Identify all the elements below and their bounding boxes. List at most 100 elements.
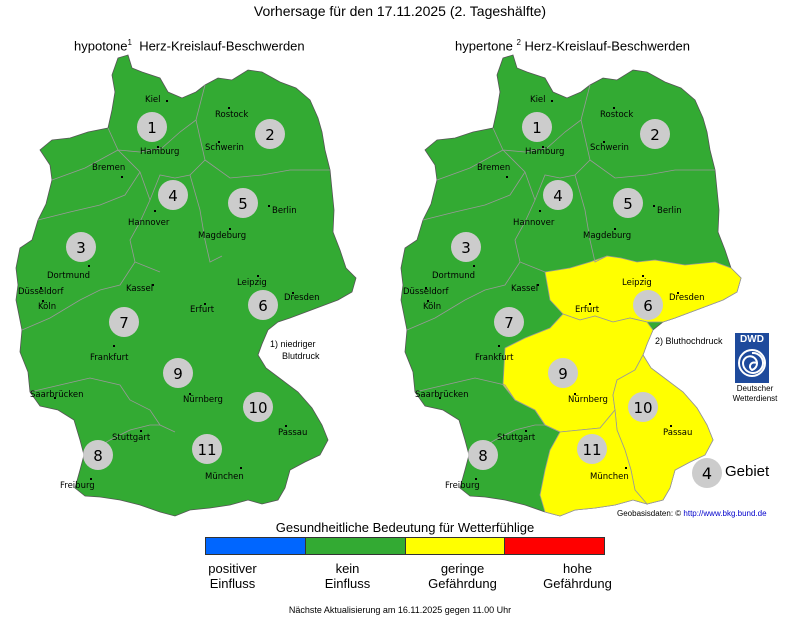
region-circle-5 — [613, 188, 643, 218]
city-dot — [189, 393, 191, 395]
city-dot — [551, 100, 553, 102]
city-label: Köln — [38, 302, 56, 312]
geobasis-credit: Geobasisdaten: © http://www.bkg.bund.de — [617, 509, 767, 518]
geobasis-link[interactable]: http://www.bkg.bund.de — [683, 509, 767, 518]
region-border — [29, 377, 176, 433]
region-circle-10 — [243, 392, 273, 422]
region-border — [204, 159, 330, 179]
region-number-4: 4 — [553, 187, 563, 205]
city-label: Freiburg — [60, 481, 95, 491]
city-label: Stuttgart — [497, 433, 536, 443]
city-label: Dresden — [669, 293, 705, 303]
city-label: München — [590, 472, 629, 482]
region-number-1: 1 — [147, 119, 157, 137]
city-dot — [228, 107, 230, 109]
city-dot — [268, 205, 270, 207]
region-circle-2 — [640, 119, 670, 149]
city-label: Saarbrücken — [415, 390, 469, 400]
city-dot — [625, 467, 627, 469]
region-border — [51, 149, 119, 181]
region-circle-4 — [543, 180, 573, 210]
city-label: Magdeburg — [198, 231, 246, 241]
city-dot — [670, 425, 672, 427]
region-number-5: 5 — [623, 195, 633, 213]
city-label: Nürnberg — [183, 395, 223, 405]
region-circle-3 — [451, 232, 481, 262]
city-dot — [166, 100, 168, 102]
legend-bar — [205, 537, 605, 555]
note-hypertone: 2) Bluthochdruck — [655, 336, 723, 346]
gebiet-label: Gebiet — [725, 463, 770, 480]
city-dot — [88, 265, 90, 267]
legend-label-high: hohe Gefährdung — [543, 561, 612, 591]
region-number-11: 11 — [582, 441, 601, 459]
city-label: Düsseldorf — [403, 287, 449, 297]
region-number-5: 5 — [238, 195, 248, 213]
region-border — [436, 149, 504, 181]
legend-labels: positiver Einfluss kein Einfluss geringe Ge… — [175, 561, 635, 591]
city-label: Kiel — [530, 95, 546, 105]
dwd-logo: DWD — [735, 333, 769, 383]
city-label: Kassel — [126, 284, 153, 294]
city-dot — [292, 292, 294, 294]
region-number-3: 3 — [461, 239, 471, 257]
city-label: Saarbrücken — [30, 390, 84, 400]
legend-swatch-positive — [206, 538, 306, 554]
legend-swatch-high — [505, 538, 604, 554]
city-dot — [642, 275, 644, 277]
city-dot — [90, 478, 92, 480]
legend-swatch-none — [305, 538, 406, 554]
city-dot — [525, 430, 527, 432]
note-hypotone: 1) niedriger Blutdruck — [270, 339, 320, 361]
page-title: Vorhersage für den 17.11.2025 (2. Tagesh… — [253, 3, 547, 19]
region-circle-5 — [228, 188, 258, 218]
city-label: Magdeburg — [583, 231, 631, 241]
region-circle-1 — [137, 112, 167, 142]
city-label: Rostock — [215, 110, 248, 120]
region-number-9: 9 — [173, 365, 183, 383]
legend-label-none: kein Einfluss — [324, 561, 371, 591]
city-dot — [427, 300, 429, 302]
gebiet-circle-icon: 4 — [692, 458, 722, 488]
region-border — [189, 174, 223, 263]
city-label: Freiburg — [445, 481, 480, 491]
city-dot — [614, 228, 616, 230]
region-number-6: 6 — [643, 297, 653, 315]
city-dot — [285, 425, 287, 427]
region-border — [21, 261, 136, 331]
region-number-7: 7 — [504, 314, 514, 332]
city-label: Hamburg — [140, 147, 179, 157]
city-dot — [498, 345, 500, 347]
region-number-1: 1 — [532, 119, 542, 137]
dwd-caption: Deutscher Wetterdienst — [732, 384, 778, 403]
legend-title: Gesundheitliche Bedeutung für Wetterfühl… — [275, 520, 535, 535]
region-circle-7 — [109, 307, 139, 337]
city-label: Schwerin — [590, 143, 629, 153]
city-label: München — [205, 472, 244, 482]
region-number-10: 10 — [248, 399, 267, 417]
region-border — [37, 171, 141, 221]
city-label: Hannover — [513, 218, 555, 228]
region-border — [574, 174, 608, 263]
city-dot — [506, 176, 508, 178]
region-circle-10 — [628, 392, 658, 422]
city-label: Dortmund — [432, 271, 475, 281]
region-number-8: 8 — [478, 447, 488, 465]
region-circle-7 — [494, 307, 524, 337]
city-dot — [473, 265, 475, 267]
region-circle-11 — [577, 434, 607, 464]
region-border — [406, 261, 521, 331]
city-dot — [257, 275, 259, 277]
region-number-2: 2 — [265, 126, 275, 144]
city-dot — [42, 300, 44, 302]
map-title-hypertone: hypertone 2 Herz-Kreislauf-Beschwerden — [455, 38, 690, 54]
region-circle-8 — [83, 440, 113, 470]
region-circle-3 — [66, 232, 96, 262]
city-label: Dresden — [284, 293, 320, 303]
city-label: Schwerin — [205, 143, 244, 153]
city-dot — [574, 393, 576, 395]
region-number-11: 11 — [197, 441, 216, 459]
city-dot — [589, 303, 591, 305]
region-number-8: 8 — [93, 447, 103, 465]
